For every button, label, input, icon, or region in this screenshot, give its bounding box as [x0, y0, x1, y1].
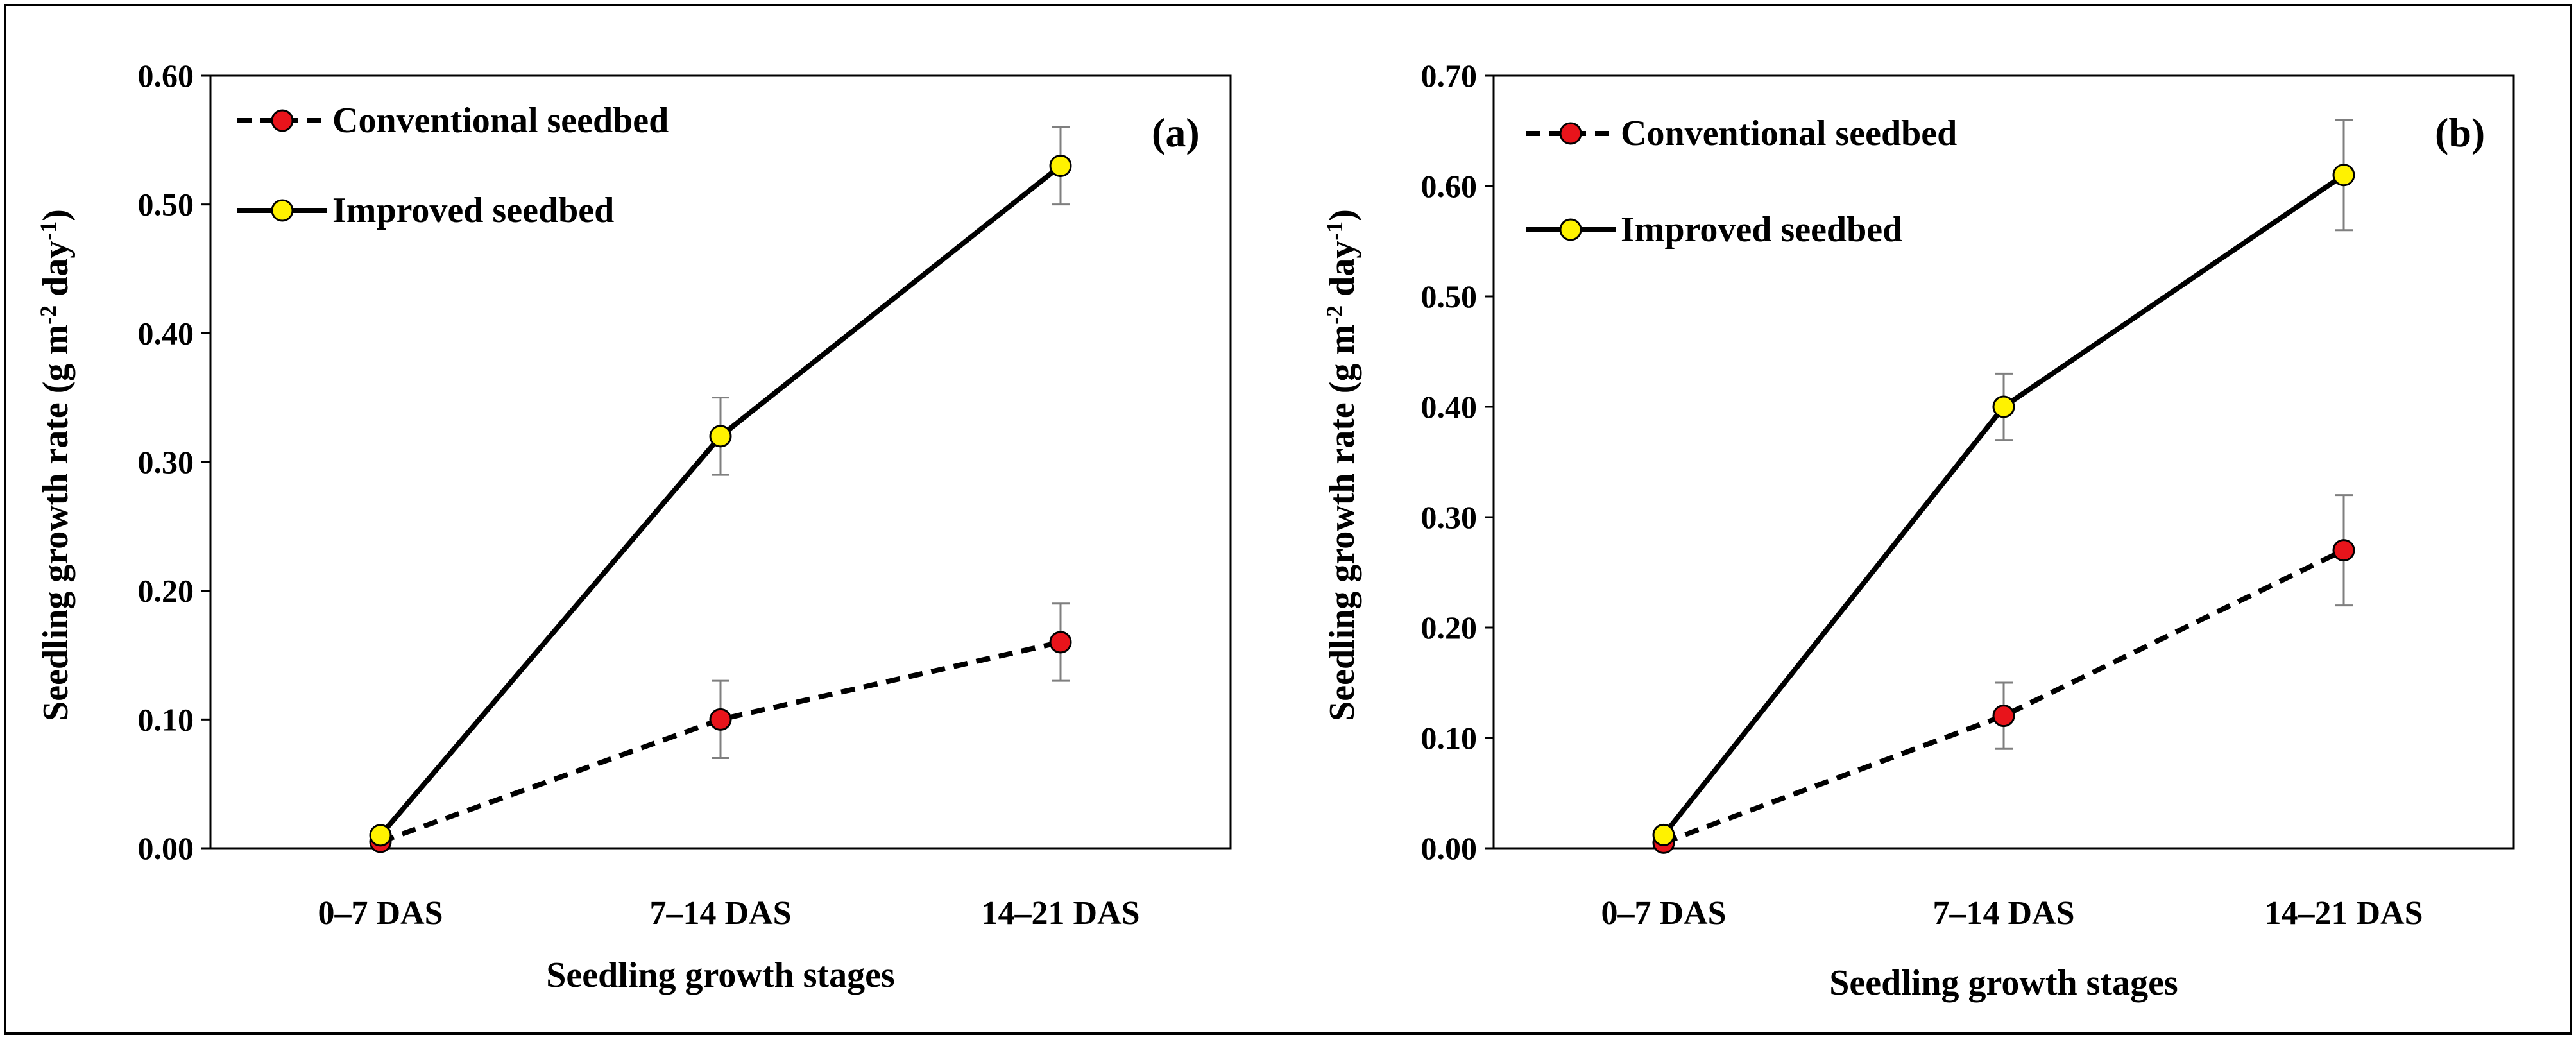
y-tick-label: 0.20 — [138, 573, 194, 609]
y-tick-label: 0.60 — [138, 58, 194, 94]
legend-entry: Conventional seedbed — [1526, 114, 1957, 153]
legend-entry: Conventional seedbed — [237, 101, 669, 141]
panel-a: 0.00 0.10 0.20 0.30 0.40 0.50 0.60 0–7 DAS 7–14 … — [35, 58, 1232, 995]
y-tick-label: 0.30 — [1421, 499, 1478, 535]
x-axis-label: Seedling growth stages — [1829, 963, 2178, 1003]
legend-label: Improved seedbed — [332, 191, 614, 230]
data-point — [1049, 631, 1072, 654]
y-tick-label: 0.10 — [1421, 720, 1478, 756]
legend-marker — [1559, 218, 1582, 241]
y-tick-label: 0.00 — [138, 830, 194, 866]
panel-b: 0.00 0.10 0.20 0.30 0.40 0.50 0.60 0.70 0–7 DAS 7… — [1322, 58, 2515, 1003]
x-tick-label: 7–14 DAS — [649, 895, 791, 932]
y-tick-label: 0.10 — [138, 701, 194, 737]
y-axis-label-part: Seedling growth rate (g m — [1322, 325, 1362, 721]
y-axis-label-part: -2 — [35, 305, 61, 325]
plot-area-frame — [1492, 74, 2515, 850]
data-point — [2332, 164, 2355, 187]
series-line — [1662, 548, 2345, 846]
data-point — [2332, 539, 2355, 562]
data-point — [369, 824, 392, 847]
legend-entry: Improved seedbed — [1526, 210, 1902, 250]
y-tick-label: 0.20 — [1421, 610, 1478, 645]
y-axis-label: Seedling growth rate (g m-2 day-1) — [35, 209, 76, 721]
series-conventional — [1652, 494, 2355, 854]
x-tick-label: 0–7 DAS — [1601, 895, 1726, 932]
data-point — [709, 425, 732, 448]
y-tick-label: 0.00 — [1421, 830, 1478, 866]
x-axis-label: Seedling growth stages — [546, 955, 894, 995]
y-axis-label-part: Seedling growth rate (g m — [36, 325, 76, 721]
panel-label: (a) — [1152, 110, 1200, 155]
x-tick-label: 14–21 DAS — [2264, 895, 2423, 932]
data-point — [1652, 823, 1675, 846]
data-point — [1049, 154, 1072, 177]
data-point — [1992, 705, 2015, 728]
y-axis-label-part: day — [1322, 241, 1362, 305]
x-tick-label: 0–7 DAS — [318, 895, 443, 932]
y-axis-label-part: ) — [36, 209, 76, 221]
legend-marker — [1559, 122, 1582, 145]
series-improved — [369, 126, 1072, 847]
y-tick-label: 0.50 — [138, 187, 194, 223]
legend-entry: Improved seedbed — [237, 191, 614, 230]
y-tick-label: 0.40 — [138, 315, 194, 351]
legend-label: Conventional seedbed — [1621, 114, 1957, 153]
x-tick-label: 7–14 DAS — [1932, 895, 2074, 932]
y-axis-label-part: -1 — [35, 221, 61, 241]
data-point — [1992, 395, 2015, 418]
y-tick-label: 0.70 — [1421, 58, 1478, 94]
legend-label: Conventional seedbed — [332, 101, 669, 141]
y-tick-label: 0.50 — [1421, 278, 1478, 314]
series-line — [379, 640, 1061, 844]
y-tick-label: 0.60 — [1421, 168, 1478, 204]
y-axis-label-part: -1 — [1322, 221, 1347, 241]
y-tick-label: 0.30 — [138, 444, 194, 480]
series-improved — [1652, 119, 2355, 846]
legend-label: Improved seedbed — [1621, 210, 1902, 250]
figure-border — [4, 4, 2572, 1035]
legend-marker — [271, 109, 294, 132]
y-axis-label: Seedling growth rate (g m-2 day-1) — [1322, 209, 1362, 721]
x-tick-label: 14–21 DAS — [981, 895, 1139, 932]
y-axis-label-part: -2 — [1322, 305, 1347, 325]
legend-marker — [271, 199, 294, 222]
data-point — [709, 708, 732, 731]
panel-label: (b) — [2435, 110, 2485, 155]
y-tick-label: 0.40 — [1421, 389, 1478, 425]
y-axis-label-part: day — [36, 241, 76, 305]
y-axis-label-part: ) — [1322, 209, 1362, 221]
